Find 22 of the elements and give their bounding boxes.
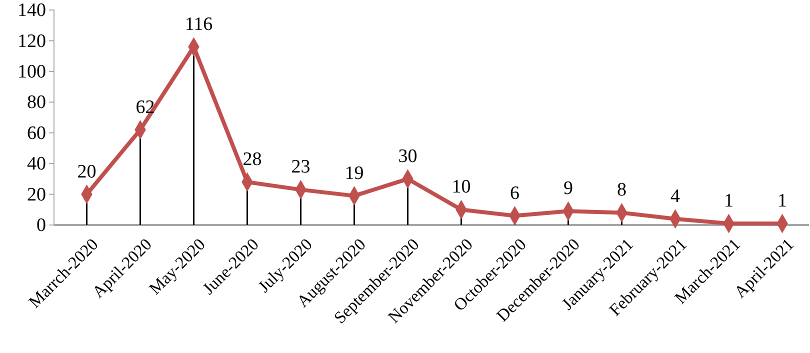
data-label: 1 (778, 190, 787, 212)
data-label: 19 (344, 162, 364, 184)
y-tick-label: 60 (27, 122, 46, 144)
data-label: 4 (670, 186, 680, 207)
data-label: 10 (452, 176, 471, 198)
data-label: 62 (136, 96, 155, 118)
data-label: 116 (184, 14, 213, 35)
data-label: 8 (617, 180, 626, 201)
data-label: 30 (398, 146, 418, 167)
y-tick-label: 0 (36, 215, 46, 236)
data-label: 1 (724, 190, 734, 212)
data-label: 9 (564, 178, 573, 200)
y-tick-label: 120 (18, 30, 46, 52)
data-label: 23 (291, 156, 310, 178)
y-tick-label: 80 (27, 92, 46, 114)
y-tick-label: 20 (27, 184, 46, 206)
data-label: 28 (242, 149, 262, 170)
y-tick-label: 140 (18, 0, 46, 22)
y-tick-label: 100 (18, 62, 46, 83)
y-tick-label: 40 (27, 154, 46, 175)
data-label: 6 (510, 182, 520, 204)
data-label: 20 (77, 161, 96, 182)
